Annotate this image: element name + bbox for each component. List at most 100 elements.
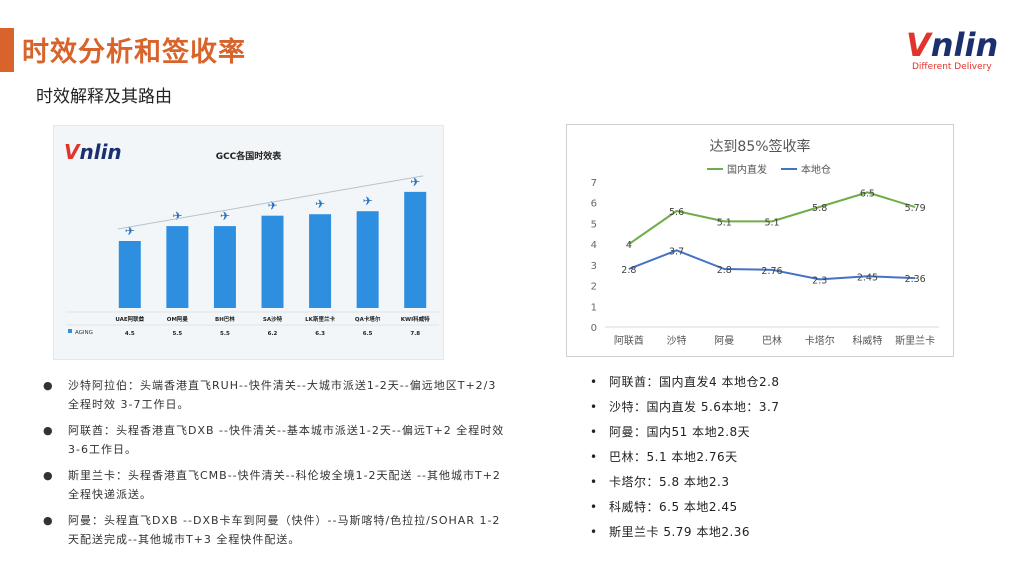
plane-icon-1: ✈ bbox=[172, 209, 182, 223]
x-tick-label: KWI科威特 bbox=[401, 315, 430, 323]
left-chart-svg: ✈ ✈ ✈ ✈ ✈ ✈ ✈ AGING UAE阿联酋 4.5 OM阿曼 5.5 BH巴林 5.5 SA沙特 6… bbox=[66, 175, 439, 337]
page-title: 时效分析和签收率 bbox=[22, 37, 246, 68]
data-label: 4.5 bbox=[125, 331, 135, 337]
data-label: 4 bbox=[626, 240, 632, 251]
x-tick-label: QA卡塔尔 bbox=[355, 315, 381, 323]
legend-label-aging: AGING bbox=[75, 330, 93, 336]
data-label: 2.8 bbox=[621, 265, 636, 276]
route-note-item: ● 阿曼：头程直飞DXB --DXB卡车到阿曼（快件）--马斯喀特/色拉拉/SOH… bbox=[40, 511, 510, 549]
bar-0 bbox=[118, 241, 141, 308]
signing-note-item: • 卡塔尔：5.8 本地2.3 bbox=[590, 473, 920, 491]
data-label: 5.1 bbox=[764, 217, 779, 228]
signing-note-text: 巴林：5.1 本地2.76天 bbox=[609, 450, 738, 464]
gcc-aging-chart: Vnlin GCC各国时效表 ✈ ✈ ✈ ✈ ✈ ✈ ✈ AGING UAE阿联酋 4.5 OM阿曼… bbox=[53, 125, 444, 360]
x-tick-label: 斯里兰卡 bbox=[895, 334, 935, 347]
signing-note-text: 阿联酋：国内直发4 本地仓2.8 bbox=[609, 375, 780, 389]
y-tick-label: 3 bbox=[591, 261, 597, 272]
signing-note-text: 卡塔尔：5.8 本地2.3 bbox=[609, 475, 730, 489]
legend-swatch bbox=[68, 329, 72, 333]
data-label: 5.79 bbox=[905, 203, 926, 214]
series-line-1 bbox=[628, 249, 916, 281]
route-notes-list: ● 沙特阿拉伯：头端香港直飞RUH--快件清关--大城市派送1-2天--偏远地区T… bbox=[40, 376, 510, 556]
x-tick-label: 沙特 bbox=[667, 335, 687, 347]
data-label: 5.8 bbox=[812, 203, 827, 214]
logo-wordmark: Vnlin bbox=[906, 28, 1011, 62]
signing-note-item: • 斯里兰卡 5.79 本地2.36 bbox=[590, 523, 920, 541]
chart-logo-v: V bbox=[64, 140, 80, 164]
bar-3 bbox=[261, 215, 284, 308]
x-tick-label: SA沙特 bbox=[263, 315, 283, 323]
signing-note-text: 斯里兰卡 5.79 本地2.36 bbox=[609, 525, 751, 539]
data-label: 5.5 bbox=[172, 331, 182, 337]
plane-icon-4: ✈ bbox=[315, 197, 325, 211]
x-tick-label: 阿联酋 bbox=[614, 334, 644, 347]
data-label: 2.3 bbox=[812, 275, 827, 286]
bullet-icon: ● bbox=[43, 514, 54, 527]
data-label: 7.8 bbox=[410, 331, 420, 337]
bullet-icon: • bbox=[590, 425, 598, 439]
plane-icon-5: ✈ bbox=[363, 194, 373, 208]
data-label: 6.5 bbox=[860, 188, 875, 199]
bullet-icon: • bbox=[590, 525, 598, 539]
legend-label: 本地仓 bbox=[801, 163, 831, 176]
bullet-icon: • bbox=[590, 450, 598, 464]
plane-icon-0: ✈ bbox=[125, 224, 135, 238]
signing-note-text: 阿曼：国内51 本地2.8天 bbox=[609, 425, 751, 439]
bar-6 bbox=[404, 191, 427, 308]
x-tick-label: BH巴林 bbox=[215, 315, 235, 323]
bar-5 bbox=[356, 211, 379, 308]
bullet-icon: ● bbox=[43, 469, 54, 482]
x-tick-label: 阿曼 bbox=[714, 335, 734, 347]
y-tick-label: 5 bbox=[591, 219, 597, 230]
data-label: 6.5 bbox=[363, 331, 373, 337]
signing-rate-chart: 达到85%签收率 国内直发 本地仓 0 1 2 3 4 5 6 7 阿联酋 沙特 阿曼 巴林 卡塔尔 科威特 斯里… bbox=[566, 124, 954, 357]
data-label: 2.45 bbox=[857, 272, 878, 283]
bar-2 bbox=[213, 226, 236, 308]
data-label: 2.8 bbox=[717, 265, 732, 276]
series-line-0 bbox=[628, 191, 916, 245]
x-tick-label: OM阿曼 bbox=[167, 315, 189, 323]
y-tick-label: 2 bbox=[591, 282, 597, 293]
data-label: 5.6 bbox=[669, 207, 684, 218]
route-note-item: ● 沙特阿拉伯：头端香港直飞RUH--快件清关--大城市派送1-2天--偏远地区T… bbox=[40, 376, 510, 414]
route-note-item: ● 阿联酋：头程香港直飞DXB --快件清关--基本城市派送1-2天--偏远T+2… bbox=[40, 421, 510, 459]
bullet-icon: • bbox=[590, 375, 598, 389]
trendline bbox=[117, 175, 424, 230]
x-tick-label: 科威特 bbox=[852, 334, 882, 347]
bullet-icon: • bbox=[590, 400, 598, 414]
data-label: 6.2 bbox=[268, 331, 278, 337]
signing-note-item: • 阿联酋：国内直发4 本地仓2.8 bbox=[590, 373, 920, 391]
right-chart-title: 达到85%签收率 bbox=[709, 138, 810, 155]
logo-v: V bbox=[906, 26, 931, 64]
signing-note-item: • 巴林：5.1 本地2.76天 bbox=[590, 448, 920, 466]
y-tick-label: 7 bbox=[591, 178, 597, 189]
x-tick-label: UAE阿联酋 bbox=[115, 315, 144, 323]
bullet-icon: • bbox=[590, 500, 598, 514]
route-note-text: 斯里兰卡：头程香港直飞CMB--快件清关--科伦坡全境1-2天配送 --其他城市… bbox=[68, 469, 501, 501]
bar-4 bbox=[309, 214, 332, 308]
plane-icon-6: ✈ bbox=[410, 175, 420, 189]
data-label: 3.7 bbox=[669, 246, 684, 257]
data-label: 2.36 bbox=[905, 274, 926, 285]
y-tick-label: 6 bbox=[591, 199, 597, 210]
title-accent-bar bbox=[0, 28, 14, 72]
data-label: 5.5 bbox=[220, 331, 230, 337]
data-label: 2.76 bbox=[761, 266, 782, 277]
logo-rest: nlin bbox=[930, 26, 999, 64]
bullet-icon: ● bbox=[43, 424, 54, 437]
page-subtitle: 时效解释及其路由 bbox=[36, 87, 172, 107]
route-note-item: ● 斯里兰卡：头程香港直飞CMB--快件清关--科伦坡全境1-2天配送 --其他城… bbox=[40, 466, 510, 504]
y-tick-label: 4 bbox=[591, 240, 597, 251]
route-note-text: 沙特阿拉伯：头端香港直飞RUH--快件清关--大城市派送1-2天--偏远地区T+… bbox=[68, 379, 497, 411]
company-logo: Vnlin Different Delivery bbox=[906, 28, 1011, 78]
x-tick-label: 卡塔尔 bbox=[805, 334, 835, 347]
signing-note-item: • 阿曼：国内51 本地2.8天 bbox=[590, 423, 920, 441]
route-note-text: 阿联酋：头程香港直飞DXB --快件清关--基本城市派送1-2天--偏远T+2 … bbox=[68, 424, 505, 456]
data-label: 5.1 bbox=[717, 217, 732, 228]
chart-logo: Vnlin bbox=[64, 140, 122, 164]
signing-note-text: 科威特：6.5 本地2.45 bbox=[609, 500, 738, 514]
signing-note-text: 沙特：国内直发 5.6本地：3.7 bbox=[609, 400, 780, 414]
y-tick-label: 1 bbox=[591, 302, 597, 313]
signing-note-item: • 沙特：国内直发 5.6本地：3.7 bbox=[590, 398, 920, 416]
